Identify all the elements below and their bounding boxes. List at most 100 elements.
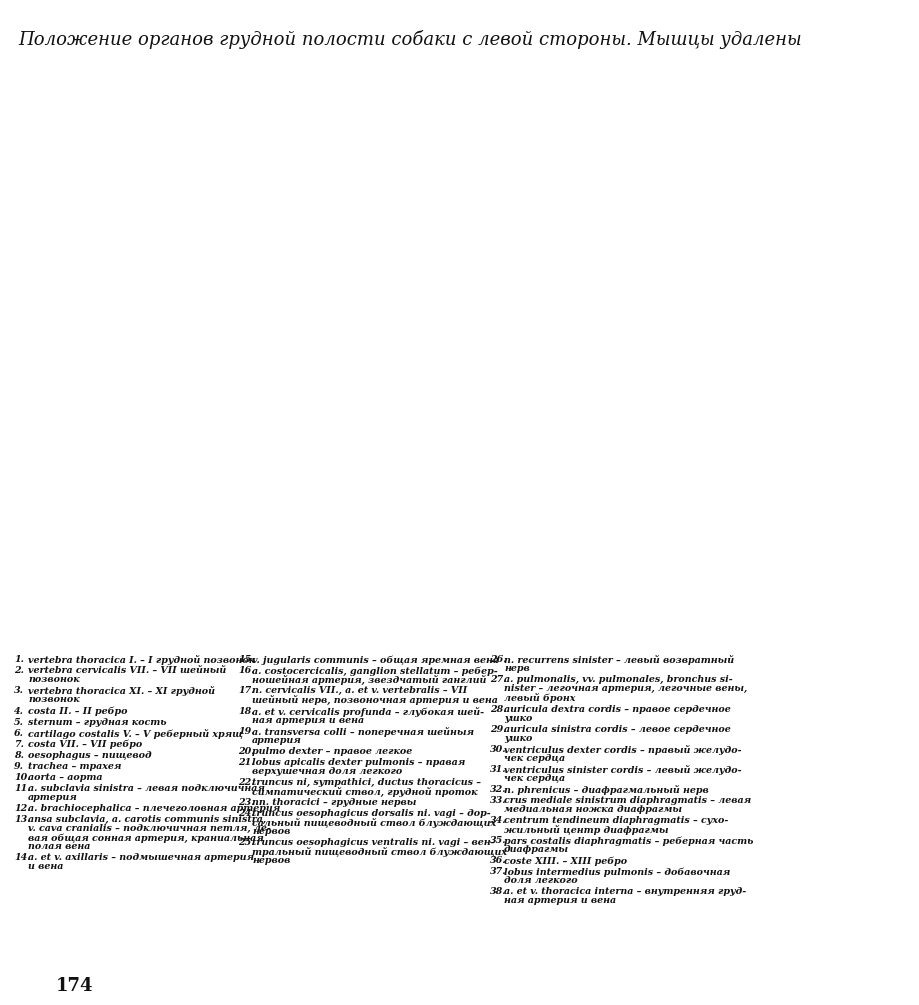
Text: 23.: 23. [238,798,255,807]
Text: aorta – аорта: aorta – аорта [28,773,102,782]
Text: a. subclavia sinistra – левая подключичная: a. subclavia sinistra – левая подключичн… [28,784,265,793]
FancyBboxPatch shape [9,75,910,643]
Text: артерия: артерия [252,736,301,745]
Text: 30.: 30. [490,745,506,754]
Text: 174: 174 [56,977,94,995]
Text: 24.: 24. [238,809,255,818]
Text: 22.: 22. [238,778,255,787]
Text: симпатический ствол, грудной проток: симпатический ствол, грудной проток [252,787,477,797]
Text: верхушечная доля легкого: верхушечная доля легкого [252,767,402,776]
Text: crus mediale sinistrum diaphragmatis – левая: crus mediale sinistrum diaphragmatis – л… [504,796,750,805]
Text: nister – легочная артерия, легочные вены,: nister – легочная артерия, легочные вены… [504,684,746,693]
Text: ansa subclavia, a. carotis communis sinistra,: ansa subclavia, a. carotis communis sini… [28,815,266,824]
Text: costa II. – II ребро: costa II. – II ребро [28,707,128,716]
Text: a. transversa colli – поперечная шейныя: a. transversa colli – поперечная шейныя [252,727,473,737]
Text: a. pulmonalis, vv. pulmonales, bronchus si-: a. pulmonalis, vv. pulmonales, bronchus … [504,675,732,684]
Text: нервов: нервов [252,827,290,836]
Text: 27.: 27. [490,675,506,684]
Text: 3.: 3. [14,686,24,695]
Text: lobus apicalis dexter pulmonis – правая: lobus apicalis dexter pulmonis – правая [252,758,465,767]
Text: 16.: 16. [238,666,255,675]
Text: vertebra thoracica XI. – XI грудной: vertebra thoracica XI. – XI грудной [28,686,215,696]
Text: a. brachiocephalica – плечеголовная артерия: a. brachiocephalica – плечеголовная арте… [28,804,280,813]
Text: pars costalis diaphragmatis – реберная часть: pars costalis diaphragmatis – реберная ч… [504,836,753,845]
Text: a. et v. axillaris – подмышечная артерия: a. et v. axillaris – подмышечная артерия [28,853,254,862]
Text: n. recurrens sinister – левый возвратный: n. recurrens sinister – левый возвратный [504,655,733,665]
Text: 9.: 9. [14,762,24,771]
Text: тральный пищеводный ствол блуждающих: тральный пищеводный ствол блуждающих [252,847,506,857]
Text: 37.: 37. [490,867,506,876]
Text: 6.: 6. [14,729,24,738]
Text: позвонок: позвонок [28,675,80,684]
Text: 8.: 8. [14,751,24,760]
Text: 32.: 32. [490,785,506,794]
Text: trachea – трахея: trachea – трахея [28,762,121,771]
Text: truncus ni, sympathici, ductus thoracicus –: truncus ni, sympathici, ductus thoracicu… [252,778,481,787]
Text: oesophagus – пищевод: oesophagus – пищевод [28,751,152,760]
Text: шейный нерв, позвоночная артерия и вена: шейный нерв, позвоночная артерия и вена [252,695,497,706]
Text: медиальная ножка диафрагмы: медиальная ножка диафрагмы [504,805,681,814]
Text: 28.: 28. [490,705,506,714]
Text: 19.: 19. [238,727,255,736]
Text: артерия: артерия [28,793,78,802]
Text: v. cava cranialis – подключичная петля, ле-: v. cava cranialis – подключичная петля, … [28,824,270,833]
Text: 2.: 2. [14,666,24,675]
Text: truncus oesophagicus dorsalis ni. vagi – дор-: truncus oesophagicus dorsalis ni. vagi –… [252,809,490,818]
Text: coste XIII. – XIII ребро: coste XIII. – XIII ребро [504,856,627,865]
Text: ная артерия и вена: ная артерия и вена [504,896,616,906]
Text: ная артерия и вена: ная артерия и вена [252,716,364,725]
Text: ушко: ушко [504,714,532,723]
Text: Положение органов грудной полости собаки с левой стороны. Мышцы удалены: Положение органов грудной полости собаки… [18,29,801,48]
Text: a. et v. thoracica interna – внутренняя груд-: a. et v. thoracica interna – внутренняя … [504,887,745,896]
Text: чек сердца: чек сердца [504,754,564,763]
Text: 18.: 18. [238,707,255,716]
Text: позвонок: позвонок [28,695,80,705]
Text: costa VII. – VII ребро: costa VII. – VII ребро [28,740,142,749]
Text: 25.: 25. [238,838,255,847]
Text: 21.: 21. [238,758,255,767]
Text: n. cervicalis VII., a. et v. vertebralis – VII: n. cervicalis VII., a. et v. vertebralis… [252,686,467,695]
Text: 5.: 5. [14,718,24,727]
Text: 38.: 38. [490,887,506,896]
Text: 4.: 4. [14,707,24,716]
Text: 34.: 34. [490,816,506,825]
Text: и вена: и вена [28,862,63,871]
Text: 15.: 15. [238,655,255,664]
Text: cartilago costalis V. – V реберный хрящ: cartilago costalis V. – V реберный хрящ [28,729,243,739]
Text: auricula sinistra cordis – левое сердечное: auricula sinistra cordis – левое сердечн… [504,725,730,734]
Text: ventriculus sinister cordis – левый желудо-: ventriculus sinister cordis – левый желу… [504,765,741,775]
Text: auricula dextra cordis – правое сердечное: auricula dextra cordis – правое сердечно… [504,705,730,714]
Text: вая общая сонная артерия, краниальная: вая общая сонная артерия, краниальная [28,833,264,842]
Text: 29.: 29. [490,725,506,734]
Text: 26.: 26. [490,655,506,664]
Text: 12.: 12. [14,804,30,813]
Text: левый бронх: левый бронх [504,693,574,703]
Text: v. jugularis communis – общая яремная вена: v. jugularis communis – общая яремная ве… [252,655,498,664]
Text: 7.: 7. [14,740,24,749]
Text: ventriculus dexter cordis – правый желудо-: ventriculus dexter cordis – правый желуд… [504,745,741,755]
Text: 35.: 35. [490,836,506,845]
Text: sternum – грудная кость: sternum – грудная кость [28,718,166,727]
Text: pulmo dexter – правое легкое: pulmo dexter – правое легкое [252,747,412,756]
Text: ушко: ушко [504,734,532,743]
Text: нерв: нерв [504,664,529,673]
Text: нервов: нервов [252,856,290,865]
Text: vertebra thoracica I. – I грудной позвонок: vertebra thoracica I. – I грудной позвон… [28,655,255,665]
Text: 20.: 20. [238,747,255,756]
Text: 1.: 1. [14,655,24,664]
Text: 36.: 36. [490,856,506,865]
Text: 33.: 33. [490,796,506,805]
Text: 17.: 17. [238,686,255,695]
Text: сальный пищеводный ствол блуждающих: сальный пищеводный ствол блуждающих [252,818,495,828]
Text: truncus oesophagicus ventralis ni. vagi – вен-: truncus oesophagicus ventralis ni. vagi … [252,838,494,847]
Text: a. costocercicalis, ganglion stellatum – ребер-: a. costocercicalis, ganglion stellatum –… [252,666,497,675]
Text: 11.: 11. [14,784,30,793]
Text: 13.: 13. [14,815,30,824]
Text: 10.: 10. [14,773,30,782]
Text: доля легкого: доля легкого [504,876,577,885]
Text: 31.: 31. [490,765,506,774]
Text: диафрагмы: диафрагмы [504,845,568,854]
Text: полая вена: полая вена [28,842,90,851]
Text: a. et v. cervicalis profunda – глубокая шей-: a. et v. cervicalis profunda – глубокая … [252,707,483,717]
Text: lobus intermedius pulmonis – добавочная: lobus intermedius pulmonis – добавочная [504,867,730,876]
